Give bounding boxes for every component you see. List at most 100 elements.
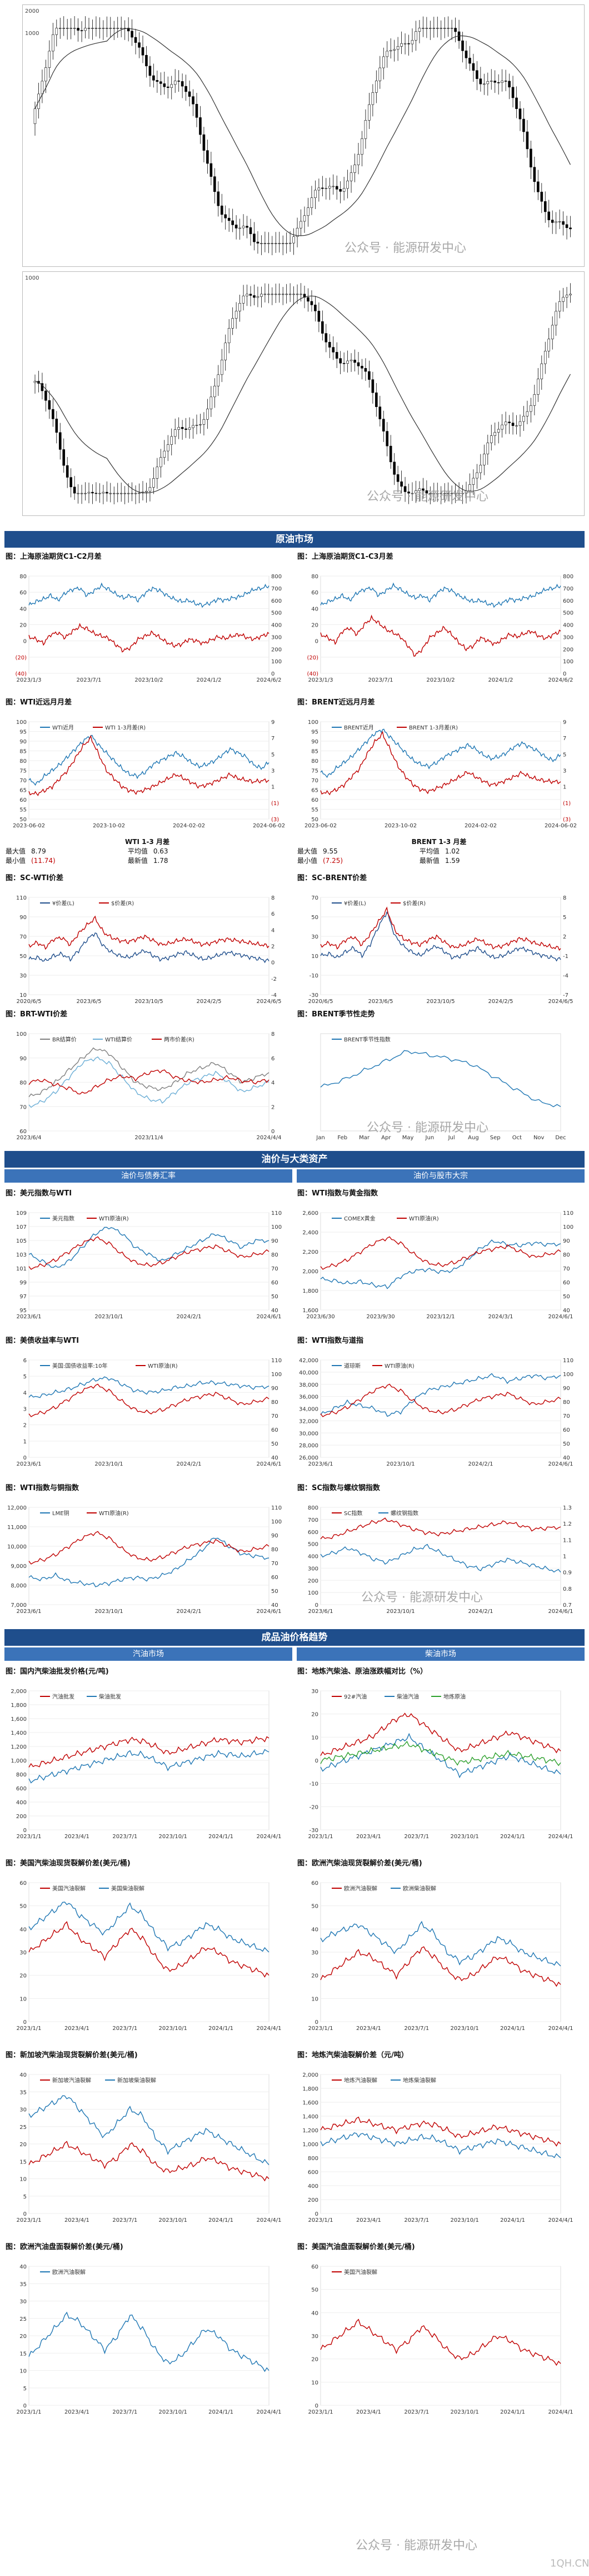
kline-candle (170, 84, 173, 88)
kline-candle (558, 221, 561, 222)
kline-candle (468, 57, 471, 64)
y-tick-left: 109 (16, 1210, 27, 1217)
y-tick-left: 0 (23, 1455, 27, 1461)
y-tick-left: 28,000 (299, 1443, 318, 1449)
x-tick: 2024/2/5 (488, 999, 513, 1005)
y-tick-right: 9 (563, 719, 566, 726)
y-tick-left: 1,400 (11, 1730, 27, 1736)
y-tick-left: (40) (15, 671, 27, 677)
x-tick: 2023/10/1 (159, 2409, 187, 2415)
y-tick-left: 60 (19, 797, 27, 803)
kline-candle (328, 186, 331, 188)
legend-entry: WTI 1-3月差(R) (105, 724, 146, 731)
y-tick-right: 8 (563, 895, 566, 901)
y-tick-right: 110 (271, 1358, 282, 1364)
kline-candle (281, 294, 284, 295)
y-tick-left: 10 (311, 2380, 318, 2386)
series-line-0 (28, 734, 269, 786)
x-tick: 2024/6/1 (548, 1461, 573, 1467)
y-tick-right: 1 (563, 1554, 566, 1560)
y-tick-right: 600 (271, 598, 282, 604)
y-tick-right: 0.9 (563, 1570, 572, 1576)
y-tick-left: 90 (19, 915, 27, 921)
kline-candle (127, 493, 130, 494)
y-tick-right: 400 (271, 623, 282, 629)
kline-candle (386, 431, 389, 446)
y-tick-left: 90 (19, 1056, 27, 1062)
kline-candle (526, 411, 529, 416)
kline-candle (163, 450, 166, 458)
kline-candle (48, 400, 51, 410)
x-tick: 2023/7/1 (112, 2026, 137, 2032)
kline-candle (497, 429, 500, 433)
x-tick: 2023/4/1 (64, 1834, 89, 1840)
x-tick: 2023/10/1 (386, 1461, 415, 1467)
kline-candle (307, 297, 310, 302)
y-tick-right: 100 (563, 1372, 573, 1378)
y-tick-left: 2,200 (302, 1249, 318, 1255)
kline-candle (565, 295, 568, 297)
y-tick-left: 20 (19, 1973, 27, 1979)
series-line-0 (320, 1373, 561, 1417)
kline-candle (231, 220, 234, 225)
series-line-0 (28, 1376, 269, 1398)
y-tick-left: 2,000 (302, 2072, 318, 2078)
x-tick: 2023/7/1 (404, 2409, 429, 2415)
y-tick-left: 300 (308, 1566, 318, 1572)
y-tick-left: 10 (19, 1996, 27, 2002)
kline-candle (501, 424, 503, 430)
x-tick: 2023/10/1 (451, 2217, 479, 2223)
y-tick-left: 1,000 (11, 1758, 27, 1764)
watermark-assets: 公众号 · 能源研发中心 (361, 1591, 483, 1605)
x-tick: 2023/4/1 (64, 2409, 89, 2415)
kline-candle (217, 191, 220, 206)
title-local-diesel: 图：地炼汽柴油裂解价差（元/吨） (297, 2051, 408, 2059)
y-tick-left: 30 (311, 2334, 318, 2340)
kline-candle (314, 190, 317, 198)
kline-candle (569, 294, 572, 296)
y-tick-left: 70 (311, 778, 318, 784)
legend-entry: SC指数 (344, 1510, 362, 1517)
kline-candle (357, 362, 360, 366)
y-tick-right: 5 (271, 752, 274, 758)
y-tick-left: 20 (311, 2357, 318, 2363)
y-tick-right: 110 (271, 1505, 282, 1511)
kline-candle (396, 474, 400, 482)
watermark-crude: 公众号 · 能源研发中心 (367, 1121, 488, 1135)
y-tick-left: 34,000 (299, 1407, 318, 1413)
kline-candle (389, 445, 392, 463)
y-tick-left: 40 (19, 606, 27, 612)
x-tick: Oct (512, 1135, 522, 1141)
x-tick: 2023/6/5 (368, 999, 393, 1005)
kline-candle (411, 40, 414, 44)
title-cn-gasoline: 图：国内汽柴油批发价格(元/吨) (6, 1667, 109, 1676)
kline-candle (181, 81, 184, 87)
x-tick: 2023/6/1 (17, 1314, 42, 1320)
kline-candle (224, 343, 227, 360)
kline-candle (242, 226, 245, 229)
y-tick-left: 60 (311, 1880, 318, 1887)
kline-candle (80, 493, 83, 494)
y-tick-left: 97 (19, 1294, 27, 1300)
y-tick-left: 20 (311, 1973, 318, 1979)
y-tick-left: 12,000 (7, 1505, 27, 1511)
x-tick: Dec (555, 1135, 566, 1141)
y-tick-right: 40 (563, 1455, 570, 1461)
kline-candle (263, 294, 267, 295)
legend-entry: BRENT季节性指数 (344, 1036, 391, 1043)
kline-candle (94, 493, 98, 494)
kline-candle (123, 493, 126, 494)
y-tick-left: 0 (315, 639, 318, 645)
y-tick-left: 50 (311, 2287, 318, 2294)
x-tick: 2023/10/1 (451, 1834, 479, 1840)
kline-candle (501, 81, 503, 83)
legend-entry: 欧洲汽油裂解 (344, 1885, 377, 1892)
kline-candle (220, 205, 223, 215)
legend-entry: COMEX黄金 (344, 1215, 376, 1222)
kline-candle (274, 294, 277, 295)
section-products: 成品油价格趋势 (4, 1629, 585, 1646)
x-tick: 2023-06-02 (13, 823, 45, 829)
kline-candle (465, 51, 468, 58)
y-tick-left: -10 (310, 1781, 318, 1788)
y-tick-right: 40 (563, 1308, 570, 1314)
